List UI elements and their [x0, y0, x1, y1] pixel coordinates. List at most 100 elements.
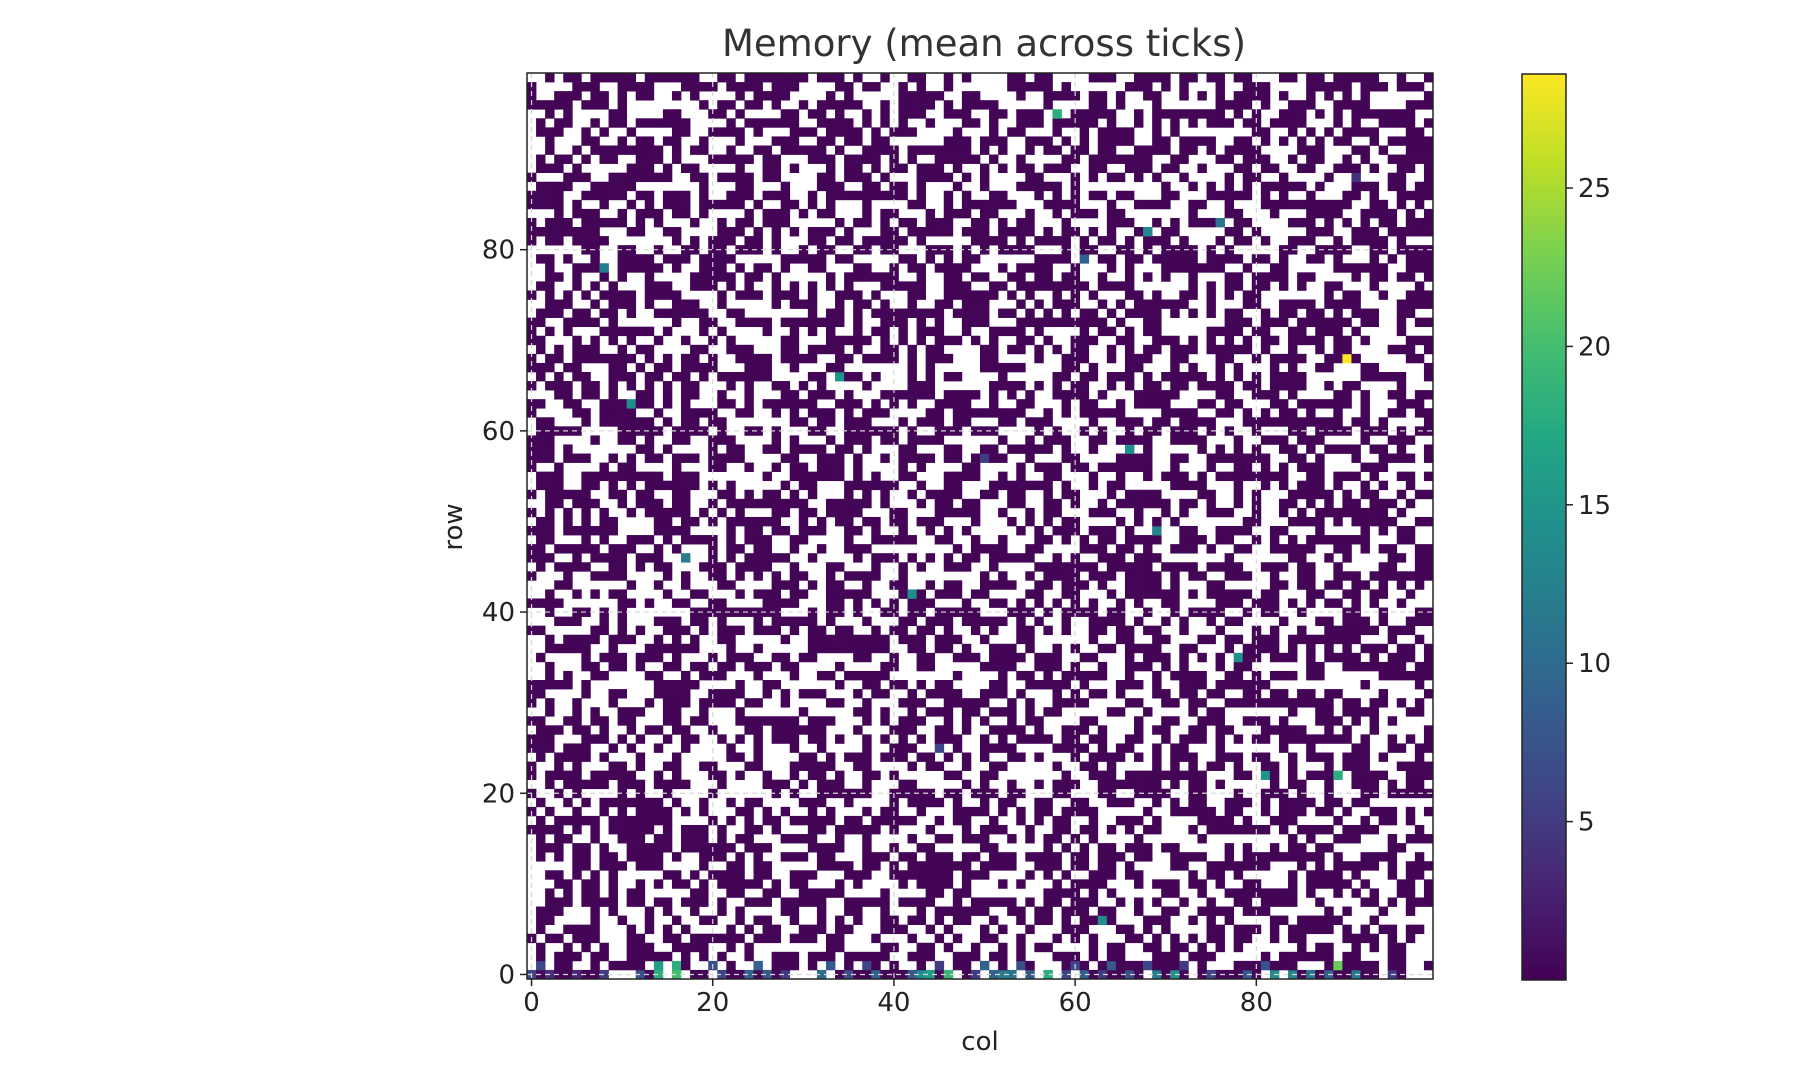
heatmap-cell: [961, 136, 972, 146]
heatmap-cell: [1152, 390, 1162, 400]
heatmap-cell: [807, 353, 818, 364]
heatmap-cell: [1143, 353, 1153, 364]
heatmap-cell: [789, 770, 800, 781]
heatmap-cell: [1161, 788, 1171, 799]
heatmap-cell: [762, 163, 772, 174]
heatmap-cell: [943, 607, 954, 617]
heatmap-cell: [1070, 154, 1081, 164]
heatmap-cell: [726, 172, 736, 183]
heatmap-cell: [943, 480, 954, 491]
heatmap-cell: [844, 190, 854, 201]
heatmap-cell: [771, 951, 782, 962]
heatmap-cell: [1333, 516, 1343, 527]
heatmap-cell: [554, 353, 564, 364]
heatmap-cell: [1260, 199, 1271, 210]
heatmap-cell: [1288, 344, 1298, 355]
heatmap-cell: [617, 353, 628, 364]
heatmap-cell: [1134, 571, 1144, 581]
heatmap-cell: [1306, 127, 1316, 137]
heatmap-cell: [581, 797, 591, 808]
heatmap-cell: [1097, 435, 1108, 445]
heatmap-cell: [1179, 689, 1189, 699]
heatmap-cell: [1115, 480, 1126, 491]
heatmap-cell: [662, 190, 673, 201]
heatmap-cell: [1396, 670, 1407, 681]
heatmap-cell: [753, 371, 763, 382]
heatmap-cell: [1387, 834, 1398, 844]
heatmap-cell: [807, 408, 818, 418]
heatmap-cell: [1088, 689, 1099, 699]
heatmap-cell: [1233, 770, 1244, 781]
heatmap-cell: [753, 824, 763, 835]
heatmap-cell: [1369, 462, 1379, 472]
heatmap-cell: [717, 607, 727, 617]
heatmap-cell: [816, 852, 827, 862]
heatmap-cell: [635, 562, 646, 572]
heatmap-cell: [825, 815, 836, 826]
heatmap-cell: [1369, 888, 1379, 898]
heatmap-cell: [1405, 208, 1416, 219]
heatmap-cell: [771, 779, 782, 790]
heatmap-cell: [1306, 643, 1316, 654]
heatmap-cell: [844, 426, 854, 436]
heatmap-cell: [1106, 489, 1117, 500]
heatmap-cell: [744, 843, 754, 853]
heatmap-cell: [1351, 951, 1361, 962]
heatmap-cell: [1179, 643, 1189, 654]
heatmap-cell: [1360, 263, 1370, 273]
heatmap-cell: [1161, 181, 1171, 192]
heatmap-cell: [536, 553, 546, 563]
heatmap-cell: [1206, 254, 1216, 264]
heatmap-cell: [880, 924, 890, 935]
heatmap-cell: [934, 426, 945, 436]
heatmap-cell: [1143, 824, 1153, 835]
heatmap-cell: [671, 453, 682, 463]
heatmap-cell: [527, 444, 537, 454]
heatmap-cell: [862, 199, 872, 210]
heatmap-cell: [527, 507, 537, 518]
heatmap-cell: [1297, 417, 1307, 427]
heatmap-cell: [1405, 616, 1416, 627]
heatmap-cell: [690, 299, 700, 309]
heatmap-cell: [681, 353, 691, 364]
heatmap-cell: [807, 888, 818, 898]
heatmap-cell: [1378, 208, 1389, 219]
heatmap-cell: [1378, 480, 1389, 491]
heatmap-cell: [1369, 444, 1379, 454]
heatmap-cell: [1242, 526, 1253, 536]
heatmap-cell: [998, 199, 1008, 210]
heatmap-cell: [1288, 634, 1298, 645]
heatmap-cell: [1414, 616, 1425, 627]
heatmap-cell: [961, 471, 972, 482]
heatmap-cell: [563, 888, 573, 898]
heatmap-cell: [1360, 824, 1370, 835]
heatmap-cell: [952, 562, 963, 572]
heatmap-cell: [807, 607, 818, 617]
heatmap-cell: [1306, 661, 1316, 672]
heatmap-cell: [798, 417, 809, 427]
heatmap-cell: [699, 190, 709, 201]
heatmap-cell: [1043, 516, 1053, 527]
heatmap-cell: [825, 942, 836, 953]
heatmap-cell: [681, 553, 691, 563]
heatmap-cell: [789, 815, 800, 826]
heatmap-cell: [626, 634, 637, 645]
heatmap-cell: [1088, 824, 1099, 835]
heatmap-cell: [1152, 680, 1162, 690]
heatmap-cell: [662, 290, 673, 300]
heatmap-cell: [862, 779, 872, 790]
heatmap-cell: [545, 308, 555, 318]
heatmap-cell: [1043, 408, 1053, 418]
heatmap-cell: [545, 888, 555, 898]
heatmap-cell: [1143, 426, 1153, 436]
heatmap-cell: [1215, 444, 1225, 454]
heatmap-cell: [1115, 172, 1126, 183]
heatmap-cell: [690, 834, 700, 844]
heatmap-cell: [1025, 290, 1035, 300]
heatmap-cell: [1124, 526, 1135, 536]
heatmap-cell: [1251, 680, 1262, 690]
heatmap-cell: [753, 544, 763, 554]
heatmap-cell: [1115, 960, 1126, 971]
heatmap-cell: [581, 489, 591, 500]
heatmap-cell: [1152, 580, 1162, 590]
